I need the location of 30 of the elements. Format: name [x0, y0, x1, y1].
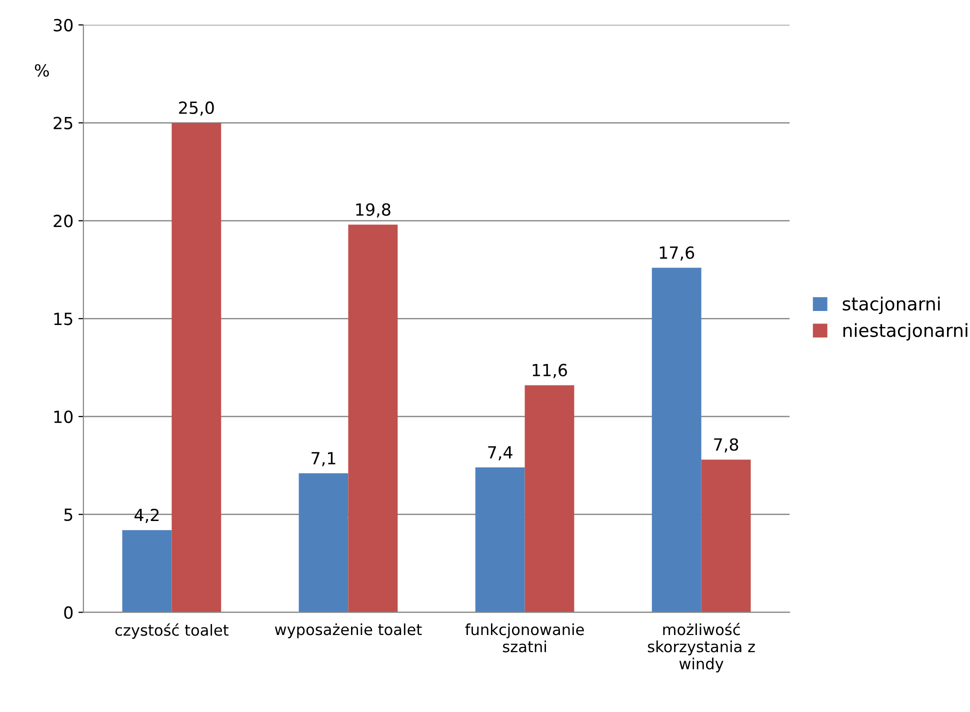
- bar: [475, 467, 525, 612]
- x-tick-label: funkcjonowanie szatni: [465, 623, 584, 652]
- y-tick-label: 20: [54, 214, 73, 228]
- y-tick-label: 10: [54, 410, 73, 424]
- data-label: 4,2: [134, 508, 159, 523]
- y-tick-label: 30: [54, 18, 73, 32]
- bar: [524, 385, 574, 612]
- bar: [701, 460, 751, 612]
- data-label: 17,6: [660, 246, 694, 261]
- legend-label: niestacjonarni: [843, 323, 968, 341]
- data-label: 7,8: [714, 438, 738, 453]
- x-tick-label: czystość toalet: [115, 623, 228, 639]
- y-tick-label: 15: [54, 312, 72, 326]
- y-tick-label: 0: [64, 606, 73, 619]
- y-tick-label: 5: [64, 508, 72, 521]
- y-axis-title: %: [34, 64, 49, 77]
- bar: [172, 122, 222, 612]
- bar: [348, 224, 398, 612]
- x-tick-label: wyposażenie toalet: [274, 623, 422, 638]
- bar: [298, 473, 348, 612]
- data-label: 7,1: [312, 452, 336, 466]
- bar: [122, 530, 172, 612]
- x-tick-label: możliwość skorzystania z windy: [648, 622, 755, 672]
- data-label: 7,4: [488, 446, 512, 460]
- bar: [652, 268, 702, 612]
- data-label: 11,6: [532, 364, 567, 378]
- legend-label: stacjonarni: [842, 296, 940, 314]
- data-label: 25,0: [179, 101, 214, 116]
- data-label: 19,8: [356, 203, 390, 218]
- y-tick-label: 25: [54, 116, 72, 130]
